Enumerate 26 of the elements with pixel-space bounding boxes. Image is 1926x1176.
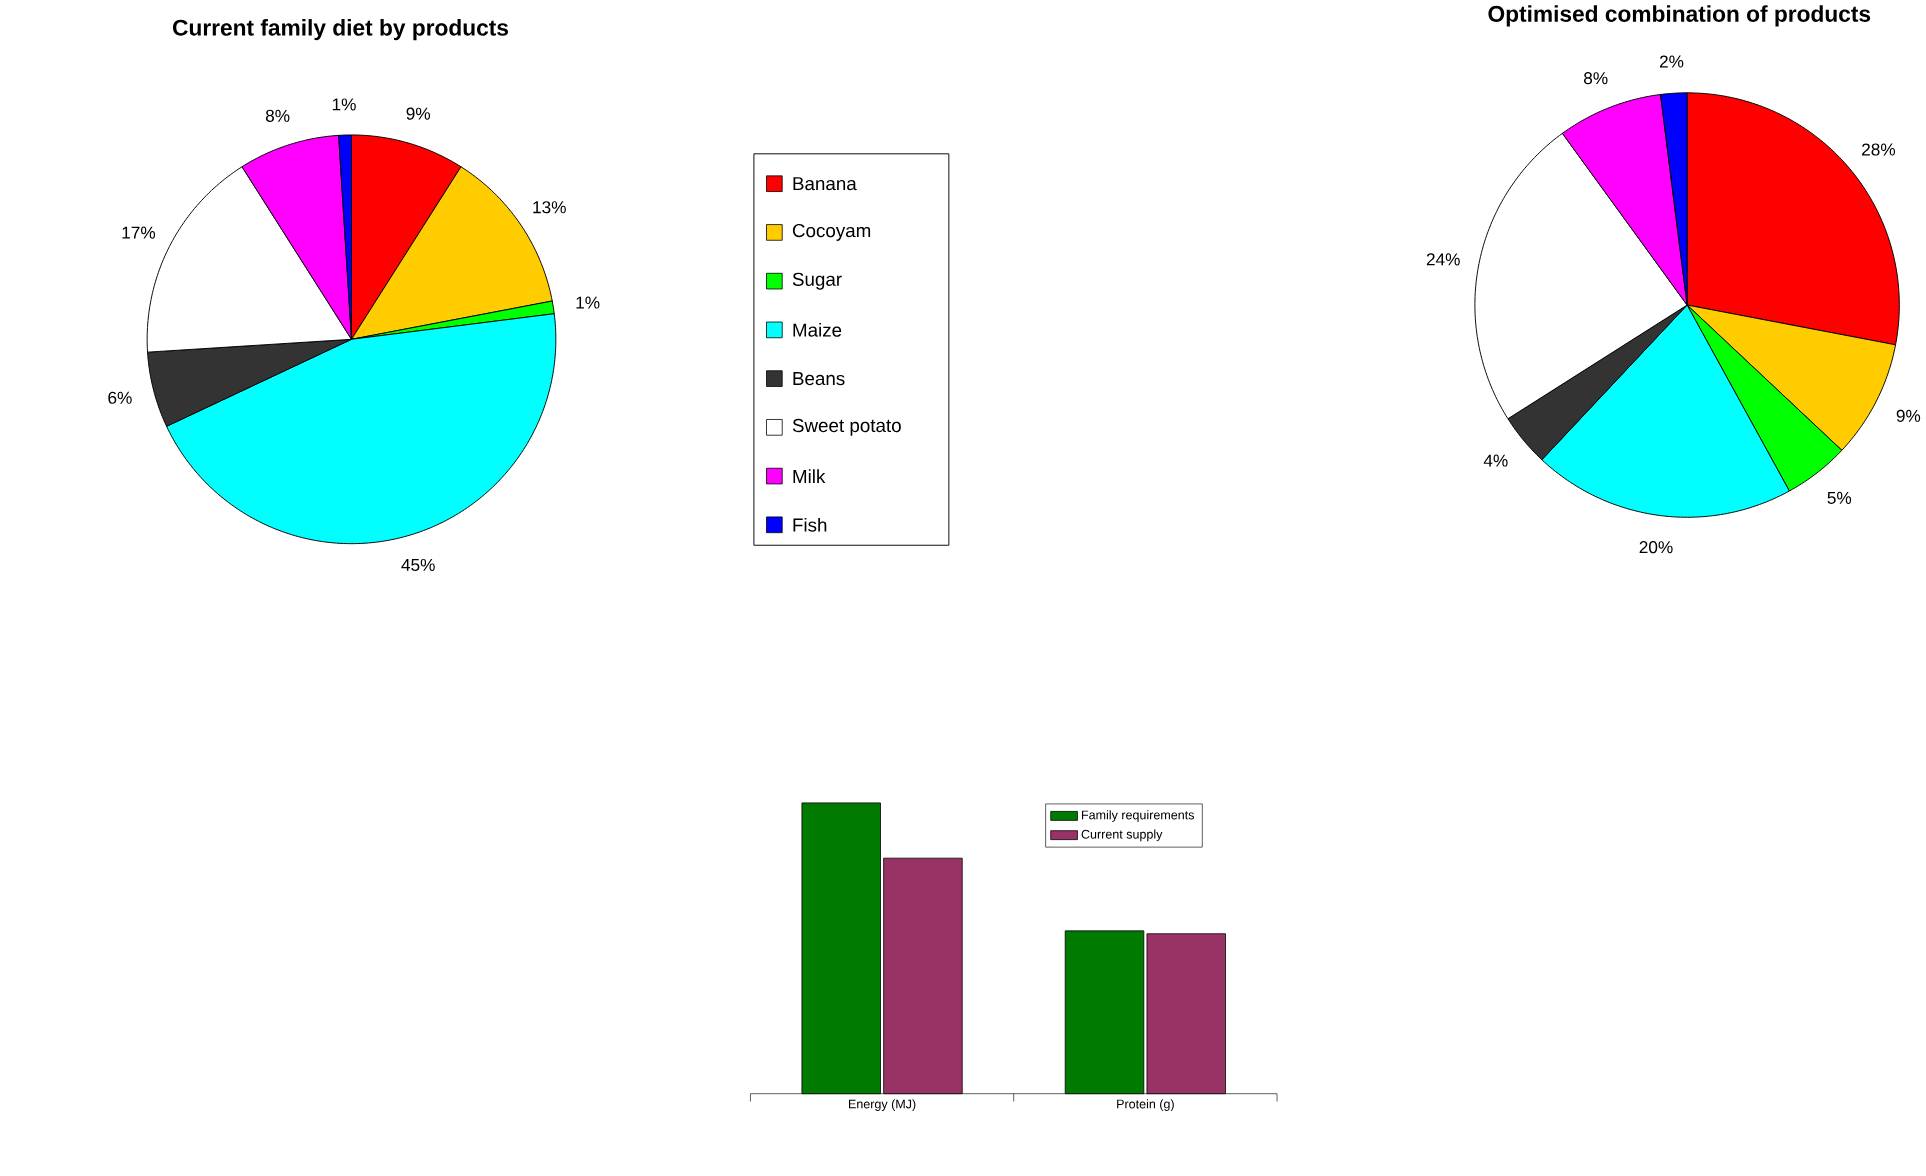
legend-label: Sweet potato	[792, 419, 901, 437]
data-label: 17%	[122, 227, 156, 240]
legend-label: Sugar	[792, 273, 842, 291]
data-label: 13%	[533, 201, 566, 214]
data-label: 8%	[265, 110, 290, 123]
data-label: 2%	[1659, 55, 1684, 68]
data-label: 9%	[1896, 410, 1921, 423]
chart-title: Optimised combination of products	[1488, 5, 1871, 27]
data-label: 24%	[1426, 253, 1460, 266]
data-label: 28%	[1862, 143, 1896, 157]
legend-label: Beans	[793, 372, 845, 386]
legend-label: Fish	[793, 518, 827, 533]
data-label: 6%	[108, 392, 132, 405]
legend-label: Banana	[793, 177, 857, 191]
data-label: 20%	[1639, 541, 1673, 554]
data-label: 4%	[1483, 455, 1508, 468]
data-label: 45%	[401, 559, 435, 572]
data-label: 8%	[1584, 72, 1608, 85]
legend-label: Milk	[793, 469, 826, 484]
data-label: 1%	[332, 98, 356, 111]
legend-label: Cocoyam	[792, 224, 871, 242]
data-label: 9%	[406, 108, 431, 121]
data-label: 5%	[1827, 492, 1852, 505]
legend-label: Maize	[793, 323, 842, 338]
chart-title: Current family diet by products	[173, 19, 509, 41]
data-label: 1%	[576, 296, 600, 310]
